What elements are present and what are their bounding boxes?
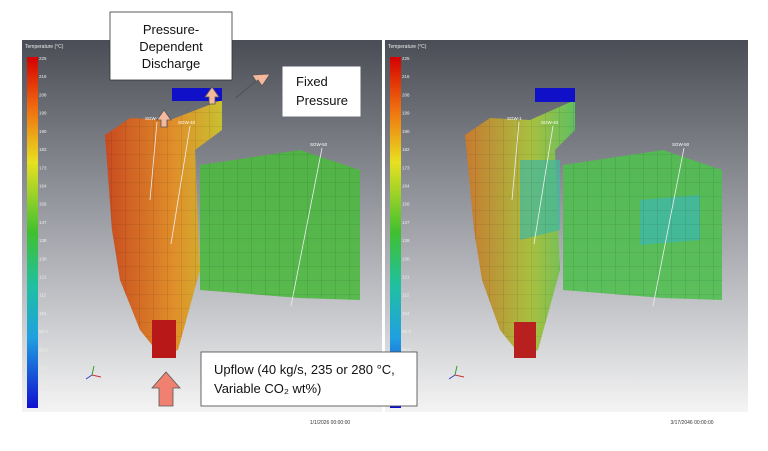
colorbar-label: 216	[39, 74, 47, 79]
colorbar-label: 173	[39, 165, 47, 170]
colorbar-label: 190	[402, 129, 410, 134]
colorbar-label: 147	[39, 220, 47, 225]
timestamp: 3/17/2046 00:00:00	[670, 420, 713, 426]
discharge-label: Pressure-	[143, 22, 199, 37]
colorbar-label: 104	[402, 311, 410, 316]
colorbar-label: 95.3	[402, 329, 411, 334]
well-track	[652, 147, 685, 307]
well-track	[290, 147, 323, 307]
colorbar-label: 199	[39, 111, 47, 116]
colorbar-label: 130	[39, 256, 47, 261]
colorbar-label: 156	[39, 202, 47, 207]
fixed-label: Fixed	[296, 74, 328, 89]
well-track	[149, 121, 158, 201]
well-label: SGW-40	[541, 120, 559, 125]
colorbar-label: 86.6	[39, 347, 48, 352]
colorbar-label: 225	[402, 56, 410, 61]
colorbar-label: 173	[402, 165, 410, 170]
colorbar-label: 130	[402, 256, 410, 261]
axis-z	[448, 374, 456, 380]
upflow-label: Variable CO₂ wt%)	[214, 381, 321, 396]
colorbar-label: 121	[402, 275, 410, 280]
colorbar-label: 208	[402, 92, 410, 97]
well-label: SGW-1	[145, 116, 160, 121]
well-track	[533, 125, 554, 245]
colorbar-label: 69.2	[39, 384, 48, 389]
colorbar-label: 208	[39, 92, 47, 97]
well-track	[511, 121, 520, 201]
colorbar-label: 104	[39, 311, 47, 316]
colorbar-label: 182	[39, 147, 47, 152]
colorbar-label: 86.6	[402, 347, 411, 352]
colorbar	[27, 57, 38, 408]
colorbar-label: 95.3	[39, 329, 48, 334]
axis-x	[91, 374, 102, 378]
discharge-label: Dependent	[139, 39, 203, 54]
well-track	[170, 125, 191, 245]
right-model	[465, 88, 722, 358]
well-label: SGW-50	[310, 142, 328, 147]
upflow-box	[200, 351, 418, 407]
colorbar-label: 156	[402, 202, 410, 207]
left-model	[105, 88, 360, 358]
well-label: SGW-40	[178, 120, 196, 125]
colorbar	[390, 57, 401, 408]
colorbar-label: 199	[402, 111, 410, 116]
discharge-label: Discharge	[142, 56, 201, 71]
fixed-label: Pressure	[296, 93, 348, 108]
colorbar-label: 112	[39, 293, 47, 298]
colorbar-label: 112	[402, 293, 410, 298]
colorbar-label: 190	[39, 129, 47, 134]
well-label: SGW-1	[507, 116, 522, 121]
colorbar-label: 216	[402, 74, 410, 79]
axis-y	[454, 365, 458, 376]
colorbar-label: 138	[402, 238, 410, 243]
colorbar-label: 225	[39, 56, 47, 61]
panels: Temperature (°C) 225 216 208 199 190 182 173 164…	[25, 44, 714, 426]
colorbar-label: 60.0	[39, 402, 48, 407]
colorbar-label: 138	[39, 238, 47, 243]
upflow-label: Upflow (40 kg/s, 235 or 280 °C,	[214, 362, 395, 377]
timestamp: 1/1/2026 00:00:00	[310, 420, 351, 426]
colorbar-label: 121	[39, 275, 47, 280]
colorbar-title: Temperature (°C)	[25, 44, 64, 50]
axis-x	[454, 374, 465, 378]
fixed-box	[282, 66, 361, 117]
colorbar-title: Temperature (°C)	[388, 44, 427, 50]
colorbar-label: 164	[39, 183, 47, 188]
axis-y	[91, 365, 95, 376]
well-label: SGW-50	[672, 142, 690, 147]
arrows	[151, 73, 271, 407]
discharge-box	[109, 11, 233, 81]
colorbar-label: 164	[402, 183, 410, 188]
axis-z	[85, 374, 93, 380]
colorbar-label: 77.9	[39, 366, 48, 371]
colorbar-label: 182	[402, 147, 410, 152]
colorbar-label: 147	[402, 220, 410, 225]
